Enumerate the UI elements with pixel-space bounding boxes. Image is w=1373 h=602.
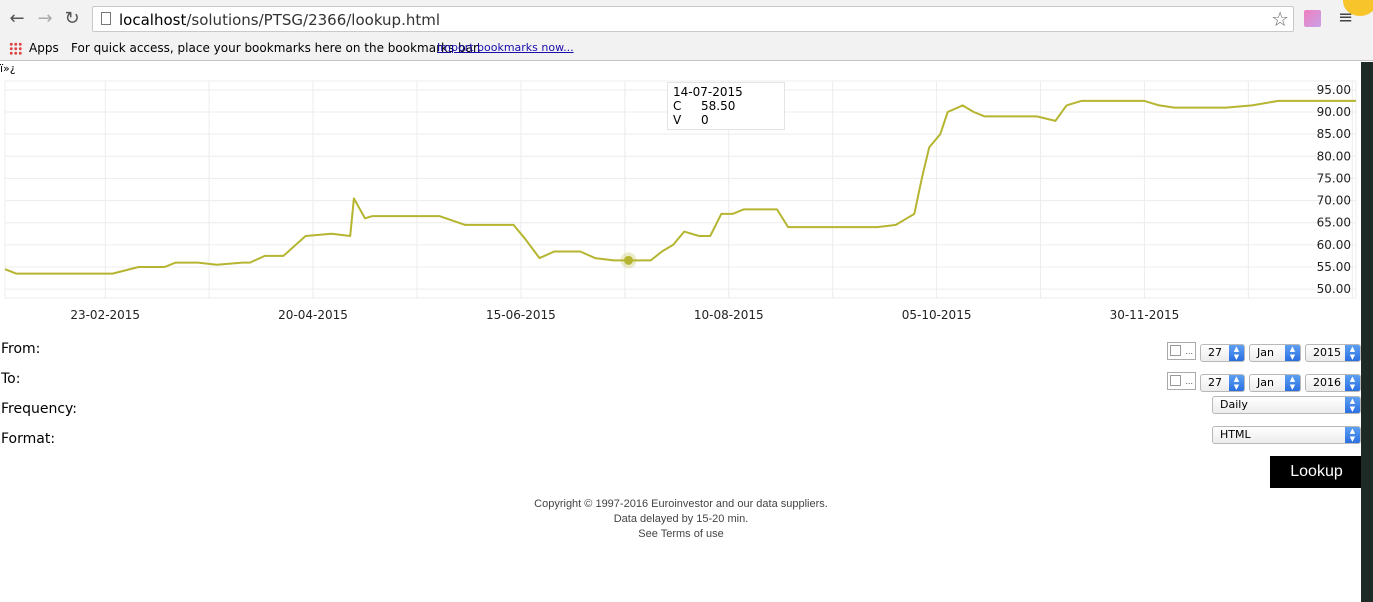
x-tick-label: 10-08-2015 xyxy=(694,308,764,322)
x-tick-label: 15-06-2015 xyxy=(486,308,556,322)
to-day-select[interactable]: 27 ▲ ▼ xyxy=(1200,374,1245,392)
from-month-value: Jan xyxy=(1257,346,1274,359)
footer-delay: Data delayed by 15-20 min. xyxy=(613,513,749,525)
footer-terms-link[interactable]: See Terms of use xyxy=(638,528,724,540)
y-tick-label: 50.00 xyxy=(1317,282,1351,296)
tooltip-volume-value: 0 xyxy=(701,113,709,127)
frequency-select[interactable]: Daily ▲ ▼ xyxy=(1212,396,1361,414)
y-tick-label: 55.00 xyxy=(1317,260,1351,274)
tooltip-date: 14-07-2015 xyxy=(673,85,743,99)
y-tick-label: 95.00 xyxy=(1317,83,1351,97)
y-tick-label: 90.00 xyxy=(1317,105,1351,119)
address-bar[interactable]: localhost/solutions/PTSG/2366/lookup.htm… xyxy=(92,6,1294,32)
page-icon xyxy=(101,12,111,25)
back-arrow-icon[interactable]: ← xyxy=(9,8,25,29)
apps-grid-icon[interactable] xyxy=(9,42,22,55)
from-year-arrow-icon: ▲ ▼ xyxy=(1345,345,1360,361)
from-year-value: 2015 xyxy=(1313,346,1341,359)
notification-badge-icon[interactable] xyxy=(1343,0,1373,16)
url-path: /solutions/PTSG/2366/lookup.html xyxy=(186,11,441,29)
frequency-value: Daily xyxy=(1220,398,1248,411)
tooltip-close-key: C xyxy=(673,99,682,113)
y-tick-label: 70.00 xyxy=(1317,194,1351,208)
y-tick-label: 75.00 xyxy=(1317,171,1351,185)
reload-icon[interactable]: ↻ xyxy=(64,8,80,29)
forward-arrow-icon[interactable]: → xyxy=(37,8,53,29)
to-month-value: Jan xyxy=(1257,376,1274,389)
y-tick-label: 65.00 xyxy=(1317,216,1351,230)
from-month-select[interactable]: Jan ▲ ▼ xyxy=(1249,344,1301,362)
x-tick-label: 20-04-2015 xyxy=(278,308,348,322)
format-label: Format: xyxy=(1,431,56,447)
x-tick-label: 05-10-2015 xyxy=(902,308,972,322)
url-host: localhost xyxy=(119,11,187,29)
to-year-arrow-icon: ▲ ▼ xyxy=(1345,375,1360,391)
browser-toolbar: ← → ↻ localhost/solutions/PTSG/2366/look… xyxy=(0,0,1373,38)
frequency-arrow-icon: ▲ ▼ xyxy=(1345,397,1360,413)
from-month-arrow-icon: ▲ ▼ xyxy=(1285,345,1300,361)
to-label: To: xyxy=(1,371,21,387)
x-tick-label: 30-11-2015 xyxy=(1110,308,1180,322)
tooltip-close-value: 58.50 xyxy=(701,99,736,113)
from-calendar-icon[interactable]: ... xyxy=(1167,342,1196,360)
bookmark-star-icon[interactable]: ☆ xyxy=(1271,7,1289,31)
url-text[interactable]: localhost/solutions/PTSG/2366/lookup.htm… xyxy=(119,11,440,29)
stray-bom-text: ï»¿ xyxy=(0,62,16,75)
side-panel-strip xyxy=(1361,62,1373,602)
format-select[interactable]: HTML ▲ ▼ xyxy=(1212,426,1361,444)
format-arrow-icon: ▲ ▼ xyxy=(1345,427,1360,443)
from-day-value: 27 xyxy=(1208,346,1222,359)
bookmarks-bar: Apps For quick access, place your bookma… xyxy=(0,38,1373,61)
apps-label[interactable]: Apps xyxy=(29,41,59,55)
extension-icon[interactable] xyxy=(1304,10,1321,27)
x-tick-label: 23-02-2015 xyxy=(70,308,140,322)
format-value: HTML xyxy=(1220,428,1251,441)
price-series-line xyxy=(4,99,1356,275)
from-label: From: xyxy=(1,341,41,357)
footer-copyright: Copyright © 1997-2016 Euroinvestor and o… xyxy=(534,498,828,510)
from-day-select[interactable]: 27 ▲ ▼ xyxy=(1200,344,1245,362)
to-month-select[interactable]: Jan ▲ ▼ xyxy=(1249,374,1301,392)
highlight-marker xyxy=(624,255,634,265)
tooltip-close-row: C 58.50 xyxy=(673,99,779,113)
to-year-value: 2016 xyxy=(1313,376,1341,389)
from-year-select[interactable]: 2015 ▲ ▼ xyxy=(1305,344,1361,362)
from-day-arrow-icon: ▲ ▼ xyxy=(1229,345,1244,361)
to-day-value: 27 xyxy=(1208,376,1222,389)
lookup-button[interactable]: Lookup xyxy=(1270,456,1363,488)
tooltip-volume-key: V xyxy=(673,113,682,127)
chart-plot-frame xyxy=(4,80,1357,299)
y-tick-label: 80.00 xyxy=(1317,149,1351,163)
y-tick-label: 60.00 xyxy=(1317,238,1351,252)
to-year-select[interactable]: 2016 ▲ ▼ xyxy=(1305,374,1361,392)
frequency-label: Frequency: xyxy=(1,401,78,417)
to-day-arrow-icon: ▲ ▼ xyxy=(1229,375,1244,391)
footer: Copyright © 1997-2016 Euroinvestor and o… xyxy=(481,497,881,542)
to-calendar-icon[interactable]: ... xyxy=(1167,372,1196,390)
y-tick-label: 85.00 xyxy=(1317,127,1351,141)
to-month-arrow-icon: ▲ ▼ xyxy=(1285,375,1300,391)
import-bookmarks-link[interactable]: Import bookmarks now... xyxy=(437,41,574,54)
bookmarks-hint: For quick access, place your bookmarks h… xyxy=(71,41,481,55)
